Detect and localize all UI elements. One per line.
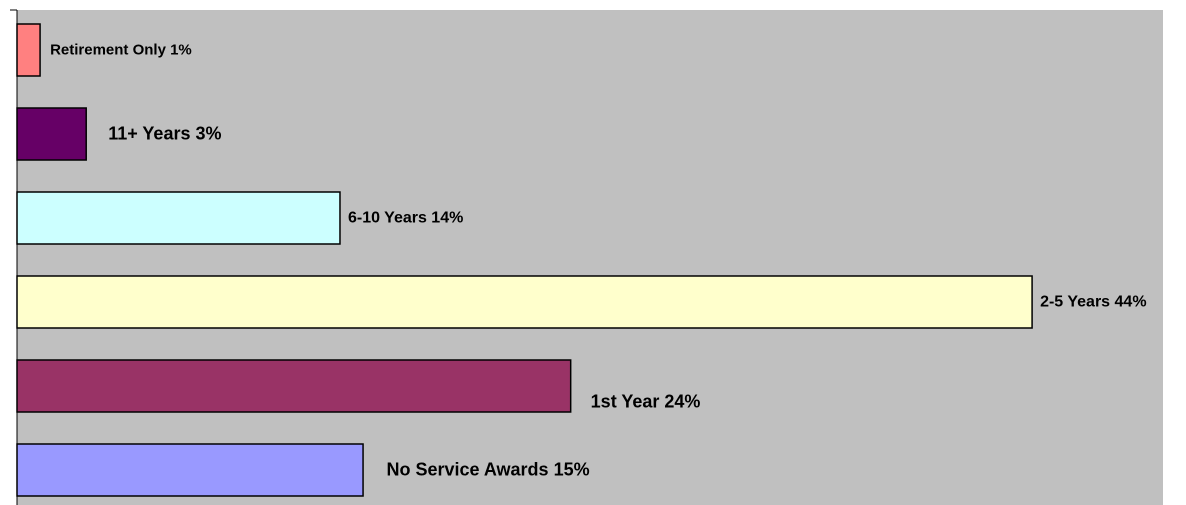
data-label: Retirement Only 1% bbox=[50, 41, 192, 59]
data-label: 1st Year 24% bbox=[590, 391, 701, 412]
data-label: 2-5 Years 44% bbox=[1040, 293, 1147, 311]
data-label: 6-10 Years 14% bbox=[347, 209, 464, 227]
bar bbox=[16, 107, 87, 161]
bar bbox=[16, 275, 1033, 329]
data-label: No Service Awards 15% bbox=[386, 459, 590, 480]
bar bbox=[16, 359, 572, 413]
plot-area bbox=[17, 10, 1163, 505]
data-label: 11+ Years 3% bbox=[108, 123, 222, 144]
bar bbox=[16, 191, 341, 245]
bar bbox=[16, 443, 364, 497]
bar bbox=[16, 23, 41, 77]
